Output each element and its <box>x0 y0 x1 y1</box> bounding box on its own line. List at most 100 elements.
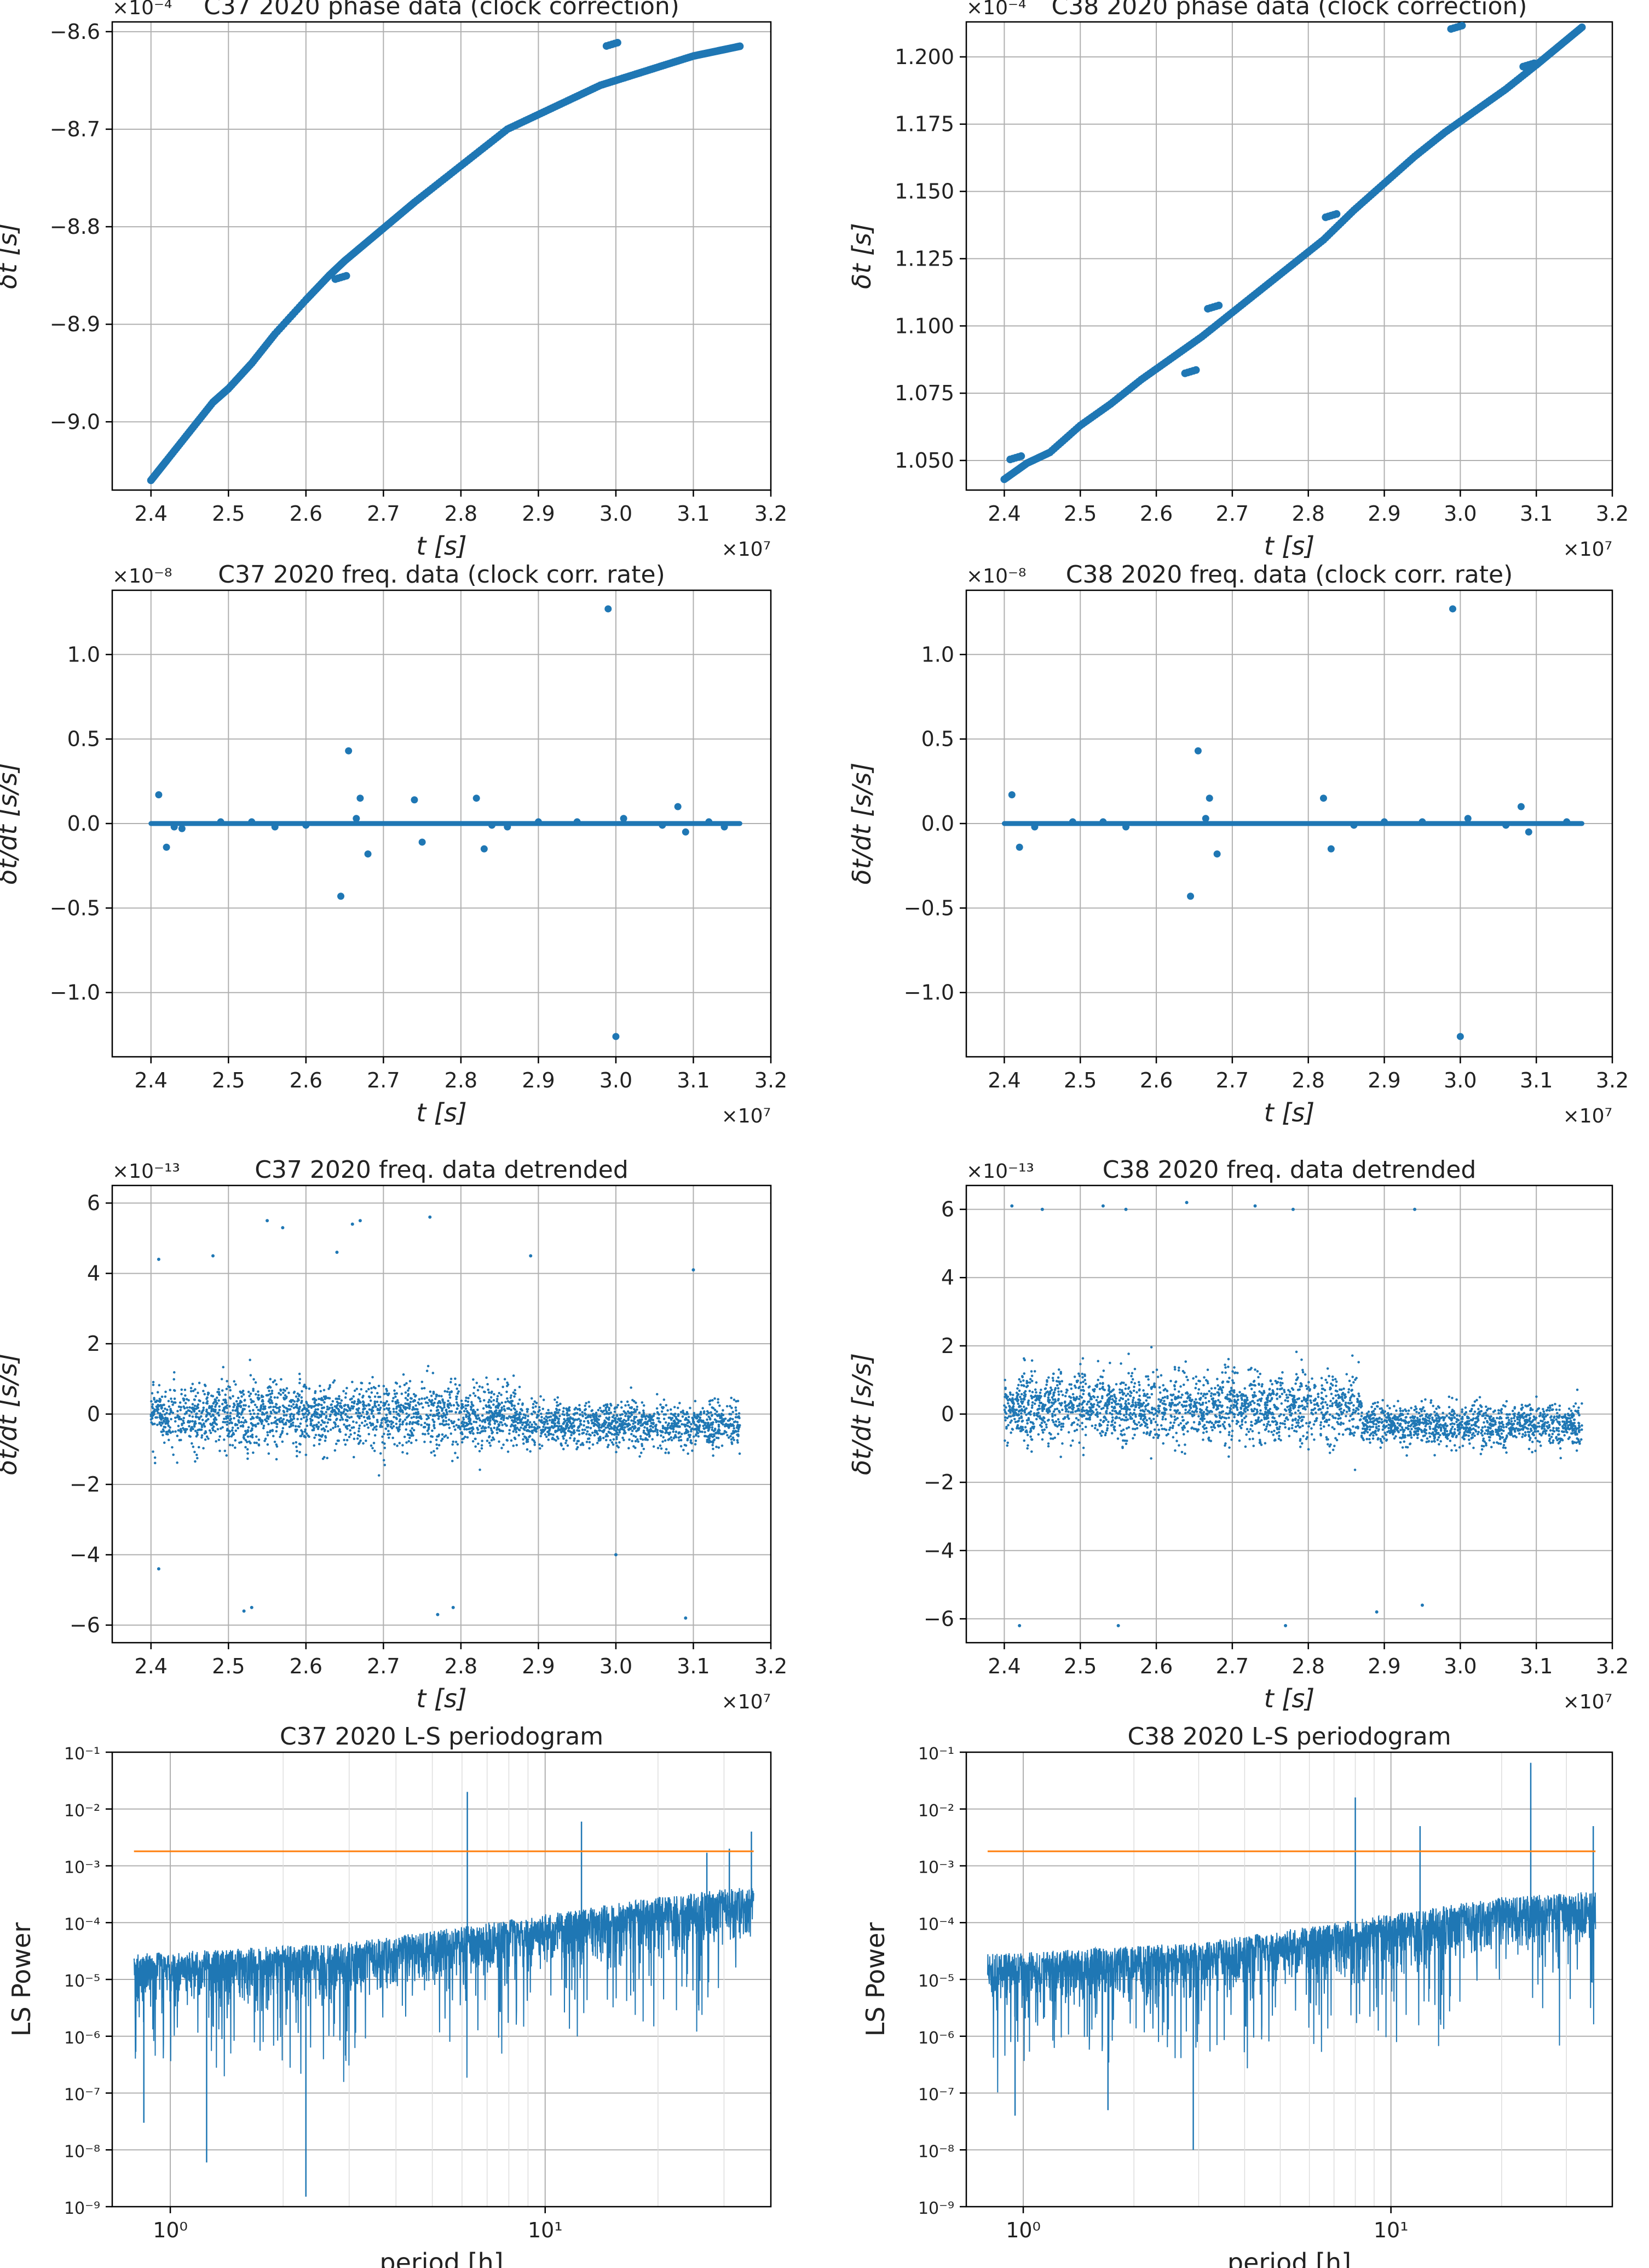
data-point <box>720 823 728 831</box>
data-point <box>1018 1624 1022 1627</box>
y-tick-label: 10⁻² <box>64 1801 100 1821</box>
x-tick-label: 10¹ <box>1374 2218 1409 2242</box>
plot-frame <box>965 1751 1613 2208</box>
y-axis-label: δt/dt [s/s] <box>847 763 877 885</box>
data-point <box>1327 845 1335 853</box>
data-point <box>1350 821 1358 829</box>
x-tick-label: 2.8 <box>1291 1654 1324 1678</box>
x-tick-label: 2.8 <box>445 1654 477 1678</box>
y-tick-label: 2 <box>87 1332 100 1356</box>
periodogram-line <box>987 1892 1596 2093</box>
x-tick-label: 3.0 <box>1444 1068 1477 1092</box>
x-tick-label: 3.2 <box>754 1068 787 1092</box>
data-point <box>1458 21 1466 30</box>
data-point <box>155 791 163 799</box>
data-point <box>271 823 279 831</box>
data-point <box>1101 1204 1105 1208</box>
y-tick-label: −8.9 <box>50 312 100 336</box>
data-point <box>674 803 682 810</box>
data-point <box>250 1605 253 1609</box>
data-point <box>1124 1207 1128 1211</box>
y-tick-label: 1.175 <box>895 112 954 136</box>
y-tick-label: 10⁻⁷ <box>64 2086 100 2105</box>
y-axis-label: LS Power <box>861 1922 890 2037</box>
y-tick-label: 4 <box>941 1265 954 1290</box>
data-point <box>1419 818 1426 826</box>
y-tick-label: 0.5 <box>67 727 100 751</box>
y-axis-label: δt [s] <box>847 223 877 289</box>
data-point <box>604 605 612 613</box>
data-point <box>1525 828 1532 836</box>
data-point <box>157 1567 160 1571</box>
x-axis-exponent: ×10⁷ <box>1563 1105 1612 1127</box>
x-axis-label: t [s] <box>1264 1684 1315 1713</box>
data-point <box>1333 210 1341 218</box>
data-point <box>613 38 621 47</box>
x-tick-label: 2.5 <box>212 502 245 526</box>
y-tick-label: 0 <box>941 1402 954 1426</box>
data-point <box>612 1033 620 1040</box>
y-tick-label: 10⁻⁴ <box>64 1915 100 1934</box>
x-tick-label: 2.8 <box>445 1068 477 1092</box>
x-tick-label: 3.1 <box>1520 1654 1553 1678</box>
data-point <box>211 1254 215 1258</box>
x-tick-label: 2.6 <box>1140 1068 1173 1092</box>
plot-frame <box>111 21 772 491</box>
y-tick-label: 10⁻³ <box>918 1858 954 1878</box>
y-tick-label: −8.8 <box>50 215 100 239</box>
data-point <box>1563 818 1571 826</box>
y-tick-label: 10⁻¹ <box>64 1745 100 1764</box>
data-point <box>436 1613 440 1616</box>
y-tick-label: 6 <box>941 1198 954 1222</box>
c37-freq-chart: 2.4 2.5 2.6 2.7 2.8 2.9 3.0 3.1 3.2 −1.0 −0.5 0.0 0.… <box>0 561 787 1127</box>
data-point <box>620 815 627 822</box>
y-tick-label: 10⁻⁸ <box>64 2142 100 2161</box>
y-tick-label: 1.075 <box>895 381 954 405</box>
data-point <box>504 823 511 831</box>
data-point <box>691 1268 695 1272</box>
x-tick-label: 2.5 <box>1064 1068 1097 1092</box>
y-axis-label: δt/dt [s/s] <box>847 1353 877 1475</box>
y-tick-label: 0.0 <box>921 811 954 836</box>
chart-title: C38 2020 L-S periodogram <box>1127 1723 1451 1751</box>
x-tick-label: 2.9 <box>522 1654 555 1678</box>
x-tick-label: 3.0 <box>1444 1654 1477 1678</box>
x-tick-label: 2.9 <box>522 1068 555 1092</box>
x-tick-label: 2.4 <box>135 502 168 526</box>
data-point <box>1253 1204 1257 1208</box>
chart-title: C37 2020 freq. data (clock corr. rate) <box>218 561 665 589</box>
data-point <box>350 1222 354 1226</box>
x-tick-label: 3.2 <box>754 502 787 526</box>
data-point <box>1099 818 1107 826</box>
chart-title: C38 2020 freq. data (clock corr. rate) <box>1066 561 1513 589</box>
x-tick-label: 2.9 <box>1368 502 1400 526</box>
data-point <box>345 747 353 755</box>
data-point <box>353 815 360 822</box>
data-point <box>248 818 256 826</box>
data-point <box>1502 821 1510 829</box>
x-tick-label: 3.1 <box>1520 502 1553 526</box>
y-axis-exponent: ×10⁻⁸ <box>112 565 172 588</box>
x-tick-label: 2.5 <box>212 1068 245 1092</box>
y-tick-label: −9.0 <box>50 410 100 434</box>
y-tick-label: −8.7 <box>50 117 100 141</box>
y-tick-label: −8.6 <box>50 20 100 44</box>
data-point <box>356 795 364 802</box>
x-tick-label: 2.4 <box>988 502 1020 526</box>
x-tick-label: 2.6 <box>1140 1654 1173 1678</box>
data-point <box>163 843 170 851</box>
data-point <box>480 845 488 853</box>
x-axis-exponent: ×10⁷ <box>1563 538 1612 561</box>
data-marks <box>1003 1201 1583 1627</box>
data-point <box>614 1553 618 1557</box>
x-tick-label: 3.1 <box>677 1068 710 1092</box>
data-marks <box>149 1215 741 1620</box>
x-tick-label: 3.2 <box>1596 1068 1629 1092</box>
data-point <box>1381 818 1388 826</box>
data-marks <box>1001 605 1584 1040</box>
data-point <box>1456 1033 1464 1040</box>
y-tick-label: −1.0 <box>50 981 100 1005</box>
data-point <box>411 796 418 804</box>
data-point <box>1122 823 1130 831</box>
y-tick-label: −2 <box>70 1472 100 1496</box>
